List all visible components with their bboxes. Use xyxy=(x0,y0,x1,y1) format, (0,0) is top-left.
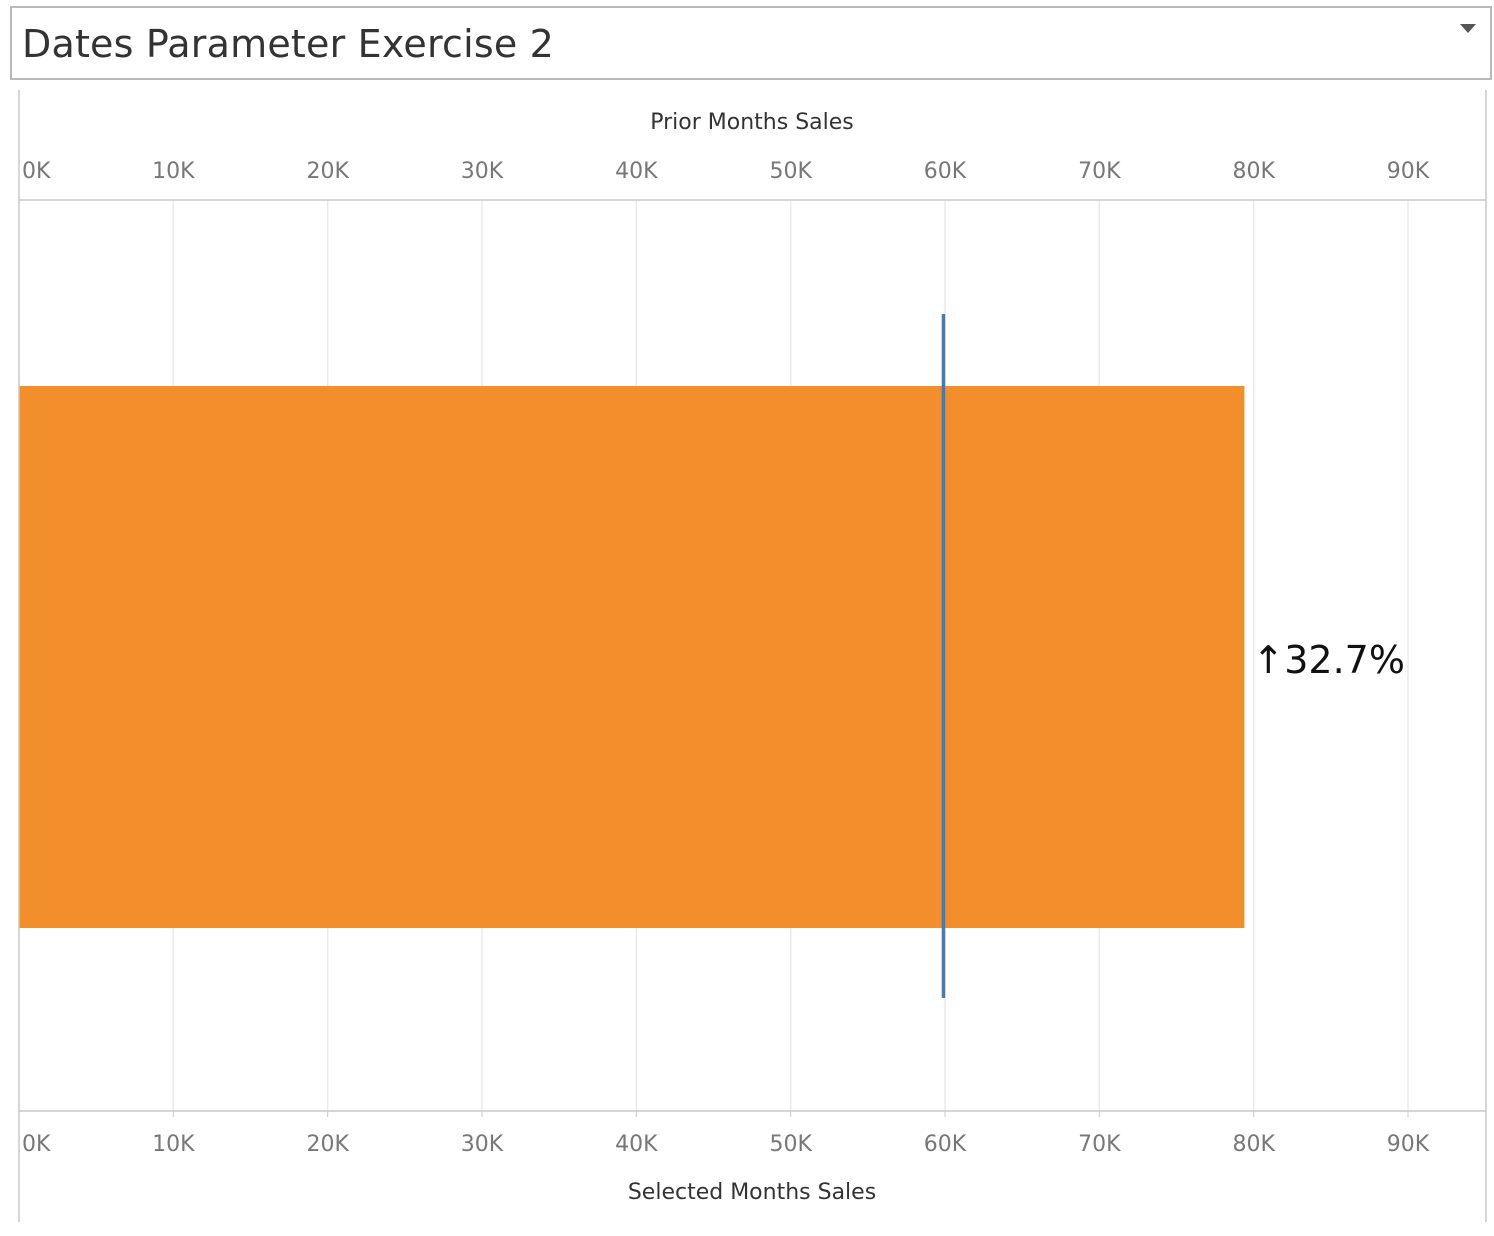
bottom-tick-label: 0K xyxy=(22,1132,51,1157)
page-title: Dates Parameter Exercise 2 xyxy=(22,22,555,66)
bottom-tick-label: 70K xyxy=(1078,1132,1121,1157)
dropdown-arrow-icon[interactable] xyxy=(1460,24,1476,33)
top-tick-label: 30K xyxy=(461,159,504,184)
title-bar[interactable]: Dates Parameter Exercise 2 xyxy=(10,6,1492,80)
bottom-tick-label: 80K xyxy=(1232,1132,1275,1157)
bottom-tick-label: 40K xyxy=(615,1132,658,1157)
bottom-tick-label: 10K xyxy=(152,1132,195,1157)
top-axis-title: Prior Months Sales xyxy=(650,110,854,135)
top-tick-label: 0K xyxy=(22,159,51,184)
top-tick-label: 50K xyxy=(769,159,812,184)
top-tick-label: 60K xyxy=(924,159,967,184)
top-tick-label: 80K xyxy=(1232,159,1275,184)
bottom-tick-label: 60K xyxy=(924,1132,967,1157)
top-tick-label: 90K xyxy=(1387,159,1430,184)
bottom-tick-label: 30K xyxy=(461,1132,504,1157)
selected-months-bar xyxy=(19,386,1245,928)
percent-change-label: ↑32.7% xyxy=(1252,638,1405,682)
top-tick-label: 20K xyxy=(306,159,349,184)
top-tick-label: 70K xyxy=(1078,159,1121,184)
bottom-axis-title: Selected Months Sales xyxy=(628,1180,876,1205)
bottom-tick-label: 20K xyxy=(306,1132,349,1157)
top-tick-label: 10K xyxy=(152,159,195,184)
bottom-tick-label: 50K xyxy=(769,1132,812,1157)
top-tick-label: 40K xyxy=(615,159,658,184)
bottom-tick-label: 90K xyxy=(1387,1132,1430,1157)
